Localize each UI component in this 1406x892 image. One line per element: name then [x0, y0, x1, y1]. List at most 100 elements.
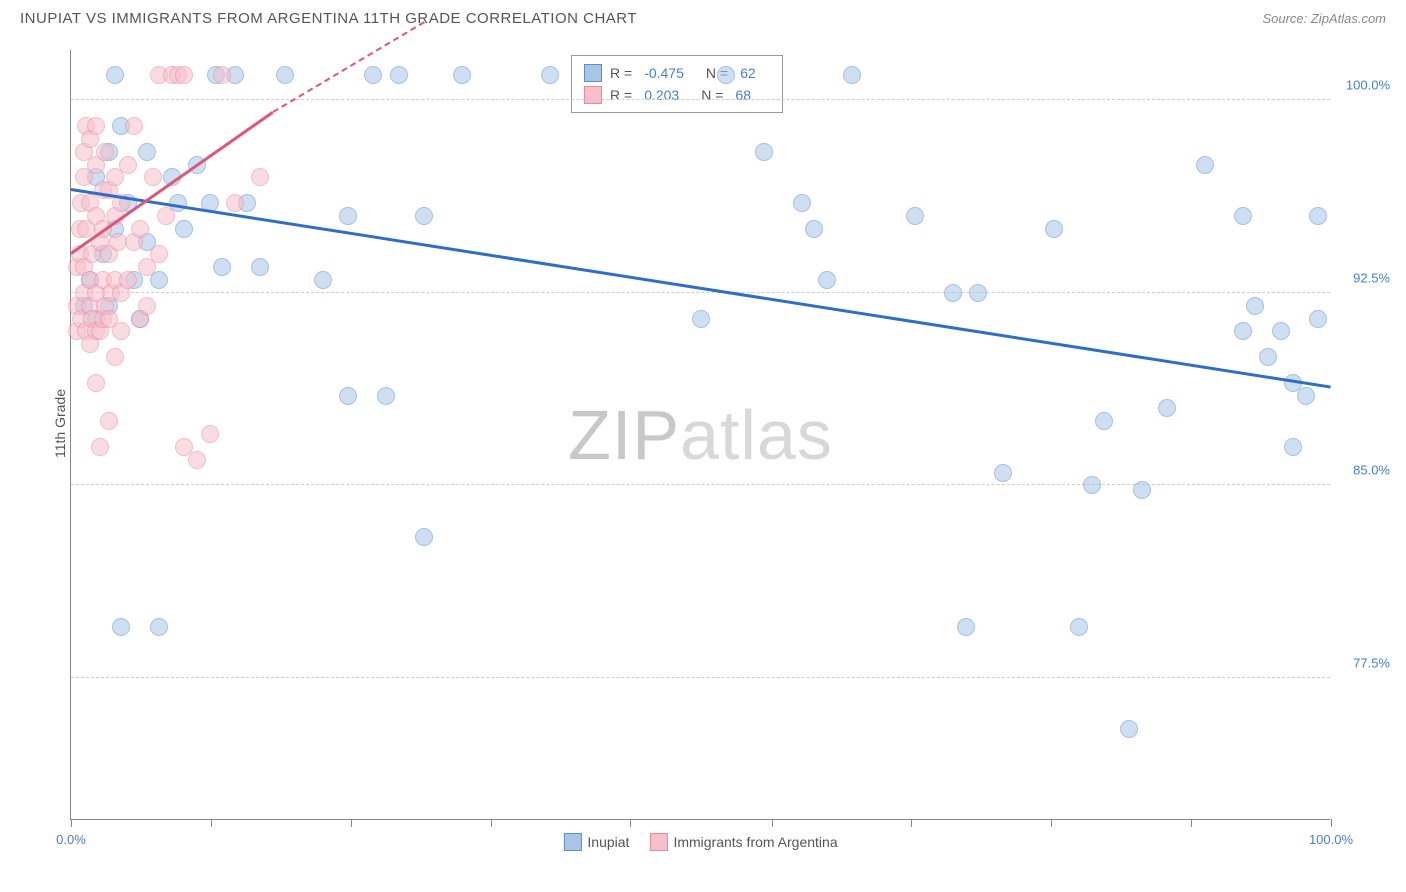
data-point	[377, 387, 395, 405]
data-point	[138, 297, 156, 315]
data-point	[1297, 387, 1315, 405]
chart-container: 11th Grade ZIPatlas R =-0.475N =62R =0.2…	[50, 50, 1390, 840]
data-point	[390, 66, 408, 84]
data-point	[112, 322, 130, 340]
data-point	[1196, 156, 1214, 174]
data-point	[91, 438, 109, 456]
y-tick-label: 100.0%	[1346, 78, 1390, 93]
legend-item: Inupiat	[563, 833, 629, 851]
legend-row: R =0.203N =68	[584, 84, 770, 106]
data-point	[1309, 310, 1327, 328]
data-point	[87, 374, 105, 392]
data-point	[213, 258, 231, 276]
data-point	[1234, 207, 1252, 225]
x-tick	[211, 819, 212, 827]
data-point	[96, 143, 114, 161]
legend-swatch	[649, 833, 667, 851]
data-point	[793, 194, 811, 212]
x-tick-label: 0.0%	[56, 832, 86, 847]
legend-r-value: 0.203	[644, 87, 679, 103]
data-point	[415, 207, 433, 225]
data-point	[1234, 322, 1252, 340]
legend-swatch	[584, 86, 602, 104]
data-point	[944, 284, 962, 302]
data-point	[276, 66, 294, 84]
data-point	[1284, 438, 1302, 456]
legend-n-value: 68	[735, 87, 751, 103]
data-point	[131, 220, 149, 238]
data-point	[1045, 220, 1063, 238]
data-point	[150, 271, 168, 289]
legend-r-label: R =	[610, 65, 632, 81]
watermark: ZIPatlas	[568, 395, 833, 475]
x-tick	[630, 819, 631, 827]
x-tick	[351, 819, 352, 827]
series-legend: Inupiat Immigrants from Argentina	[563, 833, 837, 851]
data-point	[106, 348, 124, 366]
data-point	[843, 66, 861, 84]
chart-header: INUPIAT VS IMMIGRANTS FROM ARGENTINA 11T…	[0, 0, 1406, 32]
data-point	[906, 207, 924, 225]
data-point	[1095, 412, 1113, 430]
plot-area: ZIPatlas R =-0.475N =62R =0.203N =68 Inu…	[70, 50, 1330, 820]
data-point	[364, 66, 382, 84]
legend-swatch	[584, 64, 602, 82]
data-point	[453, 66, 471, 84]
data-point	[994, 464, 1012, 482]
data-point	[157, 207, 175, 225]
legend-n-value: 62	[740, 65, 756, 81]
watermark-part1: ZIP	[568, 396, 680, 474]
y-tick-label: 92.5%	[1353, 270, 1390, 285]
data-point	[119, 271, 137, 289]
data-point	[213, 66, 231, 84]
data-point	[339, 387, 357, 405]
y-tick-label: 77.5%	[1353, 655, 1390, 670]
chart-source: Source: ZipAtlas.com	[1262, 11, 1386, 26]
legend-label: Inupiat	[587, 834, 629, 850]
legend-n-label: N =	[701, 87, 723, 103]
data-point	[717, 66, 735, 84]
data-point	[1309, 207, 1327, 225]
data-point	[415, 528, 433, 546]
data-point	[339, 207, 357, 225]
data-point	[805, 220, 823, 238]
legend-r-value: -0.475	[644, 65, 684, 81]
data-point	[109, 233, 127, 251]
data-point	[1083, 476, 1101, 494]
x-tick	[1331, 819, 1332, 827]
data-point	[1272, 322, 1290, 340]
x-tick	[911, 819, 912, 827]
data-point	[251, 168, 269, 186]
data-point	[969, 284, 987, 302]
trend-line	[71, 188, 1331, 388]
data-point	[100, 412, 118, 430]
data-point	[188, 451, 206, 469]
data-point	[125, 117, 143, 135]
data-point	[755, 143, 773, 161]
data-point	[1133, 481, 1151, 499]
x-tick	[1191, 819, 1192, 827]
x-tick	[491, 819, 492, 827]
data-point	[1158, 399, 1176, 417]
data-point	[87, 117, 105, 135]
x-tick	[71, 819, 72, 827]
legend-swatch	[563, 833, 581, 851]
data-point	[541, 66, 559, 84]
data-point	[226, 194, 244, 212]
chart-title: INUPIAT VS IMMIGRANTS FROM ARGENTINA 11T…	[20, 10, 637, 27]
data-point	[1246, 297, 1264, 315]
data-point	[175, 66, 193, 84]
legend-row: R =-0.475N =62	[584, 62, 770, 84]
x-tick	[1051, 819, 1052, 827]
legend-item: Immigrants from Argentina	[649, 833, 837, 851]
data-point	[1070, 618, 1088, 636]
data-point	[175, 220, 193, 238]
data-point	[1120, 720, 1138, 738]
data-point	[251, 258, 269, 276]
gridline	[71, 99, 1330, 100]
data-point	[818, 271, 836, 289]
correlation-legend: R =-0.475N =62R =0.203N =68	[571, 55, 783, 113]
data-point	[106, 66, 124, 84]
data-point	[144, 168, 162, 186]
gridline	[71, 677, 1330, 678]
